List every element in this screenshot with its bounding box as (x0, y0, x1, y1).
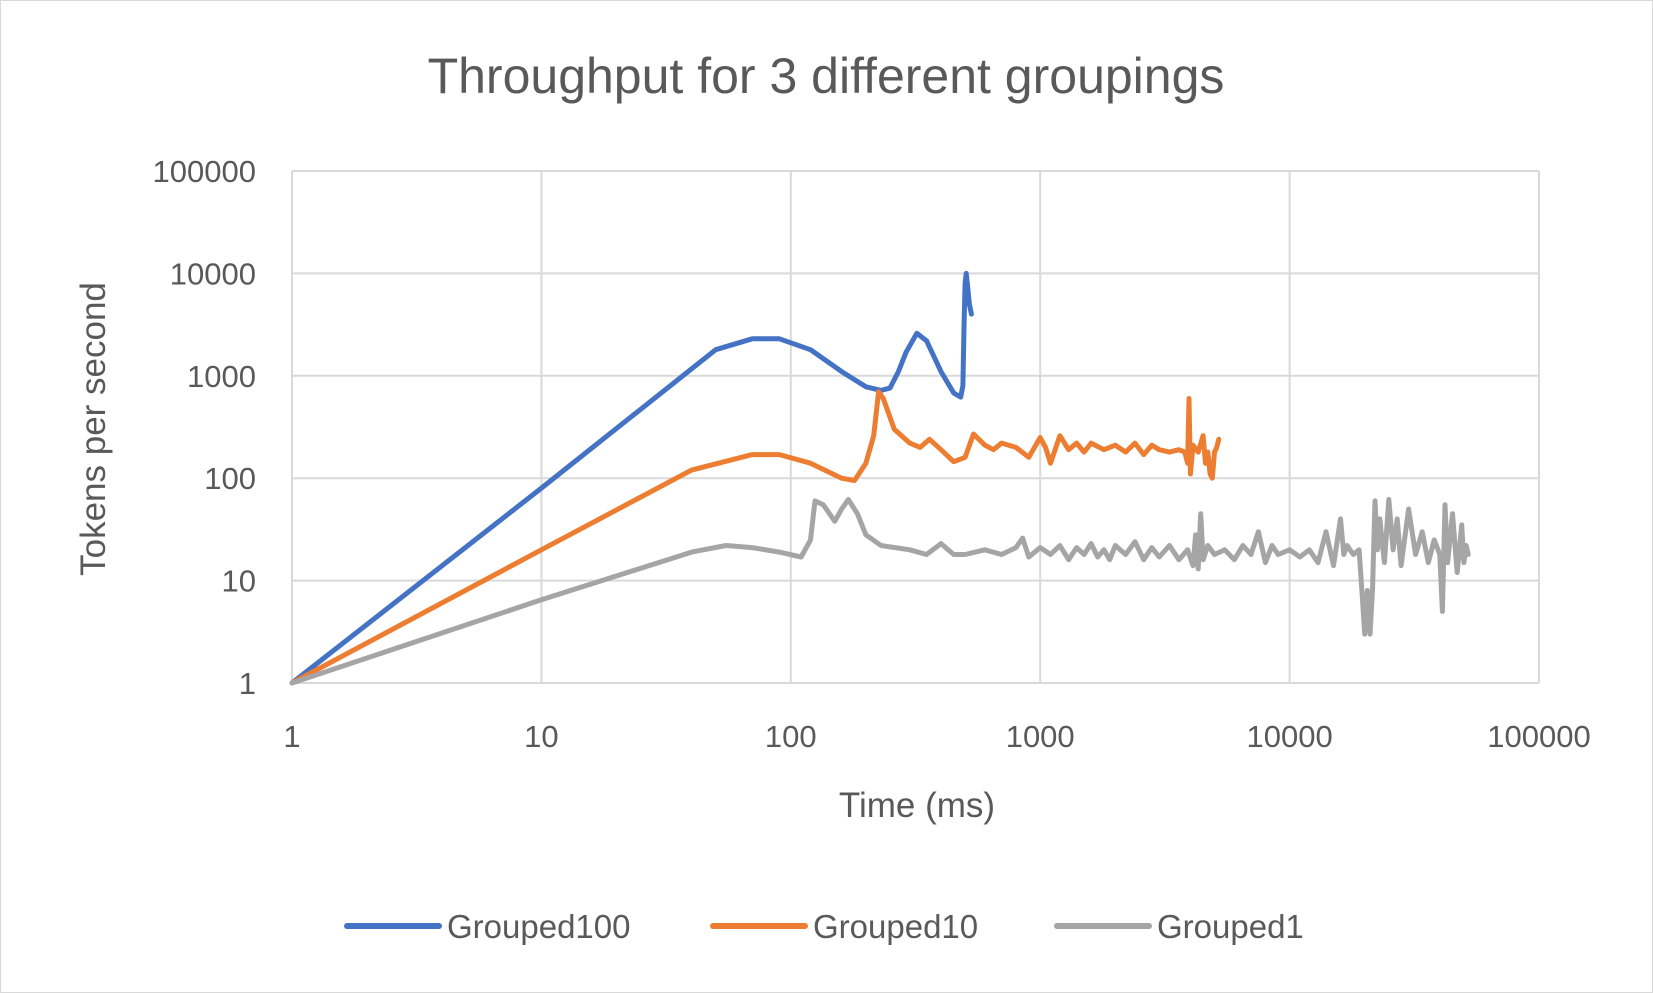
y-tick-label: 100 (204, 461, 256, 496)
y-tick-label: 10 (222, 564, 256, 599)
y-tick-label: 10000 (170, 256, 256, 291)
x-tick-label: 1 (283, 719, 300, 754)
series-line-grouped10 (289, 389, 1222, 686)
y-tick-label: 1000 (187, 359, 256, 394)
x-tick-label: 10000 (1246, 719, 1332, 754)
series-line-grouped1 (289, 497, 1471, 686)
legend-label: Grouped100 (447, 908, 630, 945)
y-tick-label: 1 (239, 666, 256, 701)
legend-label: Grouped10 (813, 908, 978, 945)
gridlines (291, 170, 1540, 684)
y-axis-label: Tokens per second (74, 282, 113, 576)
x-tick-label: 10 (524, 719, 558, 754)
axis-ticks: 1 10 100 1000 10000 100000 1 10 100 1000 10000 1000… (153, 154, 1591, 754)
y-tick-label: 100000 (153, 154, 256, 189)
x-tick-label: 1000 (1006, 719, 1075, 754)
chart-title: Throughput for 3 different groupings (428, 48, 1225, 104)
series-line-grouped100 (289, 270, 974, 686)
x-tick-label: 100 (765, 719, 817, 754)
legend: Grouped100 Grouped10 Grouped1 (344, 908, 1304, 945)
x-tick-label: 100000 (1487, 719, 1590, 754)
x-axis-label: Time (ms) (839, 786, 995, 825)
legend-label: Grouped1 (1157, 908, 1304, 945)
plot-series (289, 270, 1471, 686)
